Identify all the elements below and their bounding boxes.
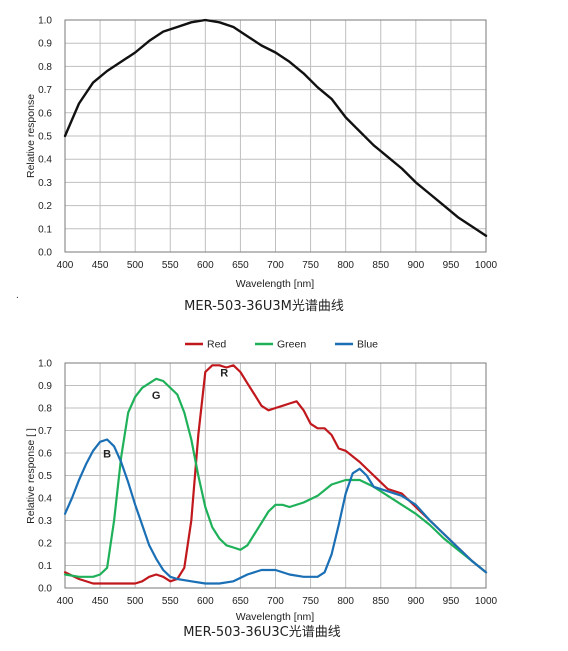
y-tick-label: 0.1: [38, 561, 52, 572]
legend-label-blue: Blue: [357, 339, 378, 351]
color-spectral-chart: Red Green Blue 0.0 0.1 0.2 0.3 0.4 0.5 0.6 0.7 0.8…: [25, 339, 498, 641]
green-series-line: [63, 377, 488, 578]
y-tick-label: 0.6: [38, 108, 52, 119]
x-tick-label: 450: [92, 596, 109, 607]
y-tick-label: 0.2: [38, 201, 52, 212]
x-tick-label: 1000: [475, 260, 498, 271]
x-tick-label: 500: [127, 596, 144, 607]
legend-label-red: Red: [207, 339, 226, 351]
y-tick-label: 1.0: [38, 16, 52, 27]
x-tick-label: 950: [443, 260, 460, 271]
response-series-line: [63, 18, 488, 238]
x-tick-label: 700: [267, 260, 284, 271]
chart2-series-group: [63, 364, 488, 585]
x-tick-label: 750: [302, 596, 319, 607]
chart1-caption: MER-503-36U3M光谱曲线: [184, 299, 344, 314]
y-tick-label: 0.9: [38, 381, 52, 392]
y-tick-label: 0.6: [38, 449, 52, 460]
y-tick-label: 0.7: [38, 426, 52, 437]
y-tick-label: 0.4: [38, 494, 52, 505]
peak-label-r: R: [220, 368, 228, 380]
y-tick-label: 0.8: [38, 404, 52, 415]
y-tick-label: 1.0: [38, 359, 52, 370]
x-tick-label: 800: [337, 596, 354, 607]
y-tick-label: 0.0: [38, 584, 52, 595]
y-tick-label: 0.5: [38, 471, 52, 482]
chart1-x-axis-title: Wavelength [nm]: [236, 278, 314, 290]
blue-series-line: [63, 438, 488, 585]
chart2-peak-labels: B G R: [103, 368, 228, 461]
chart2-x-tick-labels: 400 450 500 550 600 650 700 750 800 850 900 950 1000: [57, 596, 498, 607]
chart2-y-tick-labels: 0.0 0.1 0.2 0.3 0.4 0.5 0.6 0.7 0.8 0.9 1.0: [38, 359, 52, 595]
x-tick-label: 800: [337, 260, 354, 271]
x-tick-label: 700: [267, 596, 284, 607]
y-tick-label: 0.3: [38, 178, 52, 189]
stray-dot: .: [16, 290, 19, 301]
chart1-y-axis-title: Relative response: [25, 94, 37, 178]
y-tick-label: 0.1: [38, 224, 52, 235]
x-tick-label: 950: [443, 596, 460, 607]
chart2-plot-frame: [64, 362, 487, 589]
chart2-y-axis-title: Relative response [ ]: [25, 428, 37, 524]
x-tick-label: 600: [197, 260, 214, 271]
x-tick-label: 550: [162, 260, 179, 271]
y-tick-label: 0.4: [38, 155, 52, 166]
peak-label-b: B: [103, 449, 111, 461]
x-tick-label: 600: [197, 596, 214, 607]
x-tick-label: 1000: [475, 596, 498, 607]
y-tick-label: 0.0: [38, 248, 52, 259]
y-tick-label: 0.3: [38, 516, 52, 527]
y-tick-label: 0.2: [38, 539, 52, 550]
chart1-grid: [65, 20, 486, 252]
chart1-series-group: [63, 18, 488, 238]
red-series-line: [63, 364, 488, 585]
y-tick-label: 0.8: [38, 62, 52, 73]
x-tick-label: 650: [232, 260, 249, 271]
peak-label-g: G: [152, 390, 161, 402]
x-tick-label: 550: [162, 596, 179, 607]
x-tick-label: 400: [57, 596, 74, 607]
y-tick-label: 0.5: [38, 132, 52, 143]
chart1-x-tick-labels: 400 450 500 550 600 650 700 750 800 850 900 950 1000: [57, 260, 498, 271]
chart1-y-tick-labels: 0.0 0.1 0.2 0.3 0.4 0.5 0.6 0.7 0.8 0.9 1.0: [38, 16, 52, 259]
x-tick-label: 500: [127, 260, 144, 271]
legend-label-green: Green: [277, 339, 306, 351]
mono-spectral-chart: 0.0 0.1 0.2 0.3 0.4 0.5 0.6 0.7 0.8 0.9 1.0 400 450…: [25, 16, 498, 315]
x-tick-label: 900: [407, 260, 424, 271]
x-tick-label: 400: [57, 260, 74, 271]
x-tick-label: 450: [92, 260, 109, 271]
y-tick-label: 0.7: [38, 85, 52, 96]
x-tick-label: 750: [302, 260, 319, 271]
x-tick-label: 900: [407, 596, 424, 607]
chart2-legend: Red Green Blue: [185, 339, 378, 351]
chart2-x-axis-title: Wavelength [nm]: [236, 611, 314, 623]
chart2-caption: MER-503-36U3C光谱曲线: [183, 625, 341, 640]
x-tick-label: 850: [372, 596, 389, 607]
chart2-grid: [65, 363, 486, 588]
x-tick-label: 650: [232, 596, 249, 607]
y-tick-label: 0.9: [38, 39, 52, 50]
x-tick-label: 850: [372, 260, 389, 271]
